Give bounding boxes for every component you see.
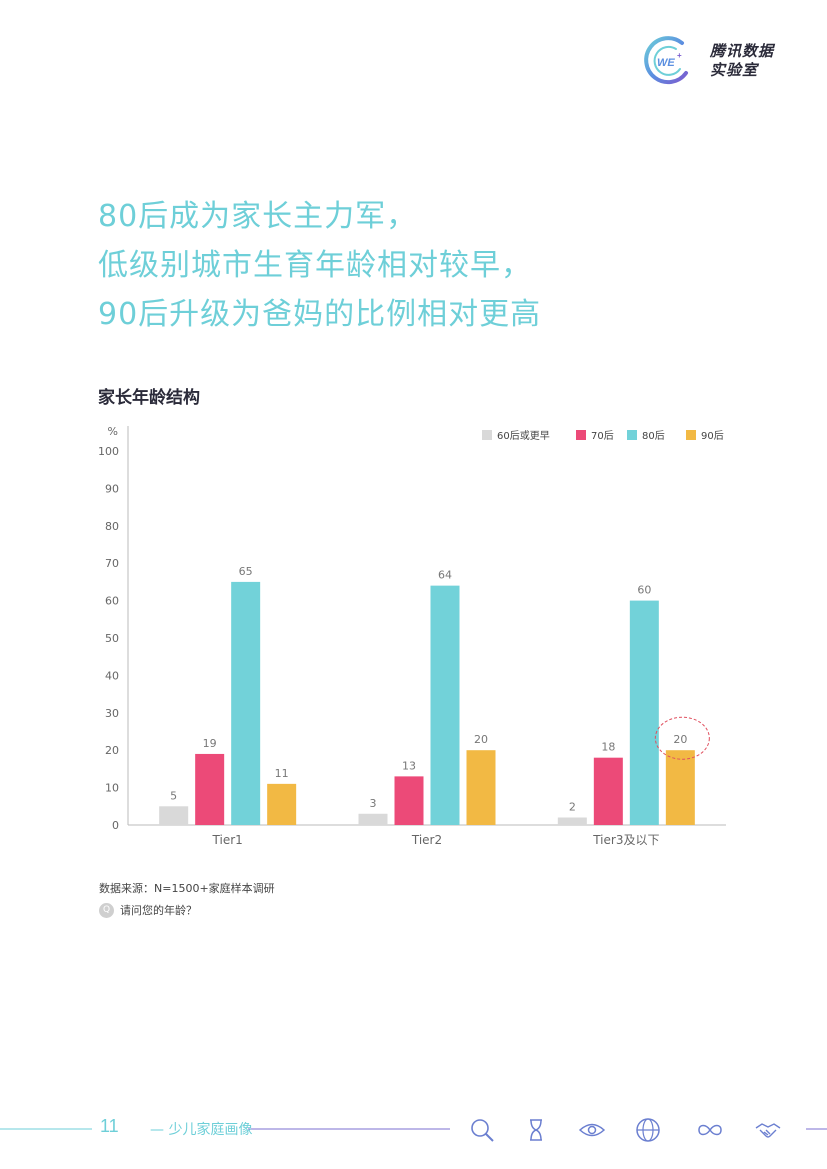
data-label: 2 — [569, 801, 576, 814]
y-tick-label: 70 — [105, 557, 119, 570]
infinity-icon — [698, 1124, 722, 1136]
globe-icon — [636, 1118, 660, 1142]
bar — [466, 750, 496, 825]
chart-title: 家长年龄结构 — [98, 388, 200, 408]
bar — [231, 581, 261, 825]
y-tick-label: 20 — [105, 744, 119, 757]
data-label: 5 — [170, 789, 177, 802]
eye-icon — [578, 1123, 606, 1137]
chart-area: % 0 10 20 30 40 50 60 70 80 90 100 5 19 65 11 Tier1 3 13 64… — [90, 420, 740, 860]
data-label: 13 — [402, 759, 416, 772]
bar — [159, 806, 189, 825]
bar — [394, 776, 424, 825]
bar — [557, 817, 587, 825]
legend-label: 60后或更早 — [497, 430, 550, 442]
legend-swatch — [576, 430, 586, 440]
x-tick-label: Tier2 — [411, 833, 442, 847]
bar — [267, 783, 297, 825]
svg-text:WE: WE — [657, 57, 675, 69]
brand-logo: WE + 腾讯数据 实验室 — [642, 33, 782, 89]
y-tick-label: 40 — [105, 669, 119, 682]
svg-text:+: + — [677, 51, 682, 60]
headline-line-2: 低级别城市生育年龄相对较早， — [98, 248, 532, 283]
question-badge: Q — [99, 902, 114, 918]
highlight-circle — [654, 716, 710, 760]
data-label: 64 — [438, 569, 452, 582]
y-axis-unit: % — [108, 425, 118, 438]
survey-question: Q 请问您的年龄？ — [99, 902, 197, 918]
page-headline: 80后成为家长主力军， 低级别城市生育年龄相对较早， 90后升级为爸妈的比例相对… — [98, 192, 541, 339]
legend-label: 80后 — [642, 430, 665, 442]
question-text: 请问您的年龄？ — [120, 904, 197, 917]
legend-swatch — [627, 430, 637, 440]
legend-swatch — [482, 430, 492, 440]
bar-chart: % 0 10 20 30 40 50 60 70 80 90 100 5 19 65 11 Tier1 3 13 64… — [98, 425, 726, 847]
bar — [665, 750, 695, 825]
y-tick-label: 0 — [112, 819, 119, 832]
legend-label: 70后 — [591, 430, 614, 442]
page-footer: 11 — 少儿家庭画像 — [0, 1110, 827, 1150]
handshake-icon — [755, 1123, 781, 1138]
magnifier-icon — [471, 1119, 494, 1142]
bar — [629, 600, 659, 825]
headline-line-3: 90后升级为爸妈的比例相对更高 — [98, 297, 542, 332]
data-source: 数据来源：N=1500+家庭样本调研 — [99, 882, 275, 895]
section-name: — 少儿家庭画像 — [150, 1122, 253, 1138]
logo-ring-icon: WE + — [644, 36, 688, 85]
hourglass-icon — [530, 1119, 542, 1141]
data-label: 3 — [370, 797, 377, 810]
x-tick-label: Tier1 — [212, 833, 243, 847]
legend-label: 90后 — [701, 430, 724, 442]
footer-rule — [0, 1128, 827, 1130]
y-tick-label: 90 — [105, 482, 119, 495]
bar — [195, 753, 225, 825]
y-tick-label: 60 — [105, 595, 119, 608]
y-tick-label: 10 — [105, 782, 119, 795]
data-label: 19 — [203, 737, 217, 750]
x-tick-label: Tier3及以下 — [592, 833, 659, 847]
brand-name: 腾讯数据 实验室 — [710, 42, 775, 79]
data-label: 18 — [601, 741, 615, 754]
data-label: 20 — [474, 733, 488, 746]
y-tick-label: 30 — [105, 707, 119, 720]
bar — [430, 585, 460, 825]
page-number: 11 — [100, 1116, 119, 1136]
data-label: 20 — [673, 733, 687, 746]
y-tick-label: 80 — [105, 520, 119, 533]
data-label: 11 — [275, 767, 289, 780]
data-label: 60 — [637, 584, 651, 597]
legend-swatch — [686, 430, 696, 440]
y-tick-label: 50 — [105, 632, 119, 645]
bar — [358, 813, 388, 825]
headline-line-1: 80后成为家长主力军， — [98, 199, 418, 234]
bar — [593, 757, 623, 825]
data-label: 65 — [239, 565, 253, 578]
y-tick-label: 100 — [98, 445, 119, 458]
